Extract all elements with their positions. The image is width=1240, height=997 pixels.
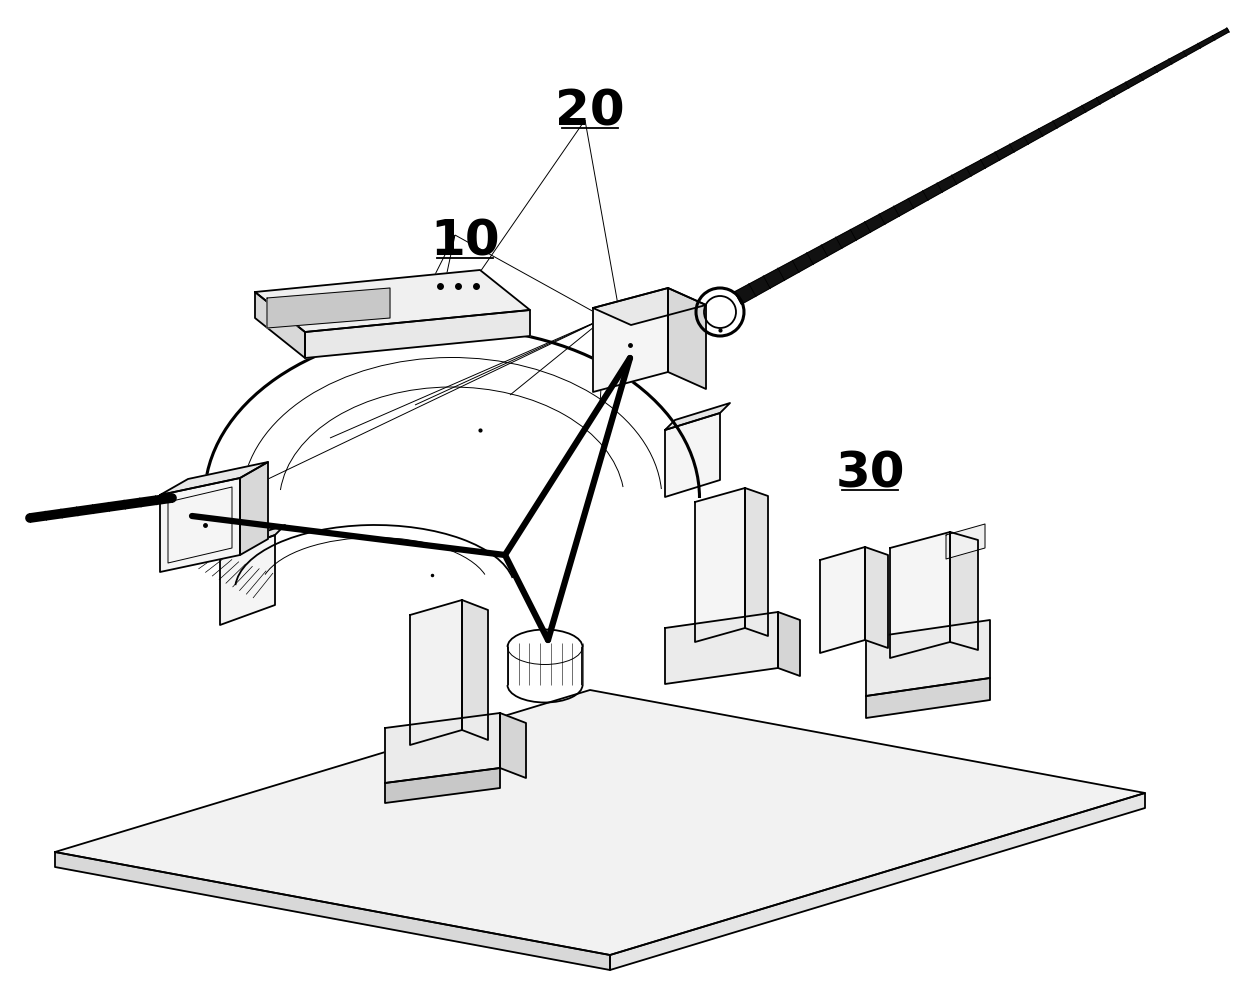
Polygon shape bbox=[777, 612, 800, 676]
Polygon shape bbox=[384, 713, 500, 783]
Polygon shape bbox=[890, 532, 950, 658]
Polygon shape bbox=[665, 612, 777, 684]
Polygon shape bbox=[946, 524, 985, 559]
Polygon shape bbox=[463, 600, 489, 740]
Polygon shape bbox=[593, 288, 706, 325]
Polygon shape bbox=[593, 288, 668, 392]
Text: 30: 30 bbox=[836, 450, 905, 498]
Polygon shape bbox=[305, 310, 529, 358]
Polygon shape bbox=[665, 403, 730, 430]
Polygon shape bbox=[241, 462, 268, 555]
Polygon shape bbox=[694, 488, 745, 642]
Polygon shape bbox=[384, 768, 500, 803]
Polygon shape bbox=[219, 535, 275, 625]
Polygon shape bbox=[866, 620, 990, 696]
Polygon shape bbox=[160, 462, 268, 495]
Polygon shape bbox=[866, 547, 888, 648]
Polygon shape bbox=[219, 525, 285, 555]
Polygon shape bbox=[745, 488, 768, 636]
Polygon shape bbox=[665, 413, 720, 497]
Polygon shape bbox=[500, 713, 526, 778]
Polygon shape bbox=[55, 852, 610, 970]
Polygon shape bbox=[610, 793, 1145, 970]
Polygon shape bbox=[55, 690, 1145, 955]
Text: 10: 10 bbox=[430, 218, 500, 266]
Polygon shape bbox=[255, 270, 529, 332]
Polygon shape bbox=[160, 478, 241, 572]
Polygon shape bbox=[267, 288, 391, 328]
Text: 20: 20 bbox=[556, 88, 625, 136]
Polygon shape bbox=[950, 532, 978, 650]
Polygon shape bbox=[668, 288, 706, 389]
Polygon shape bbox=[410, 600, 463, 745]
Polygon shape bbox=[734, 28, 1229, 304]
Polygon shape bbox=[255, 292, 305, 358]
Polygon shape bbox=[820, 547, 866, 653]
Polygon shape bbox=[866, 678, 990, 718]
